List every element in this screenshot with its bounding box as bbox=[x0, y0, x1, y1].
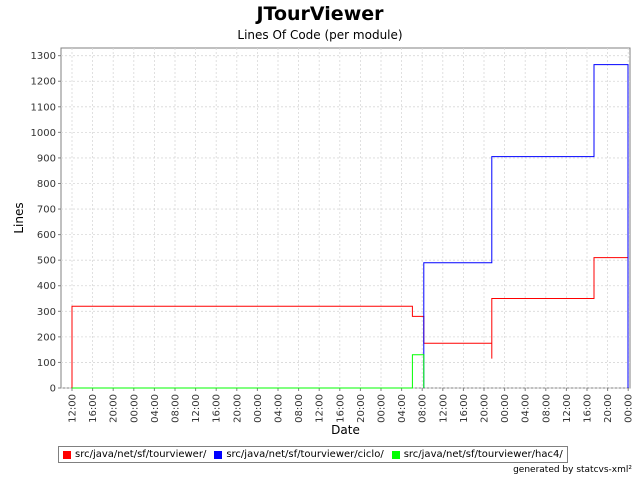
x-tick-label: 04:00 bbox=[397, 394, 408, 423]
y-tick-label: 200 bbox=[37, 332, 56, 343]
legend-label: src/java/net/sf/tourviewer/ bbox=[75, 449, 207, 460]
legend-swatch bbox=[391, 450, 400, 459]
y-tick-label: 100 bbox=[37, 358, 56, 369]
y-tick-label: 700 bbox=[37, 205, 56, 216]
x-tick-label: 12:00 bbox=[191, 394, 202, 423]
series-line-3 bbox=[72, 354, 425, 389]
x-tick-label: 00:00 bbox=[500, 394, 511, 423]
x-tick-label: 12:00 bbox=[315, 394, 326, 423]
x-tick-label: 12:00 bbox=[438, 394, 449, 423]
y-tick-label: 0 bbox=[50, 384, 56, 395]
y-tick-label: 600 bbox=[37, 230, 56, 241]
legend-label: src/java/net/sf/tourviewer/ciclo/ bbox=[226, 449, 384, 460]
x-tick-label: 16:00 bbox=[583, 394, 594, 423]
legend: src/java/net/sf/tourviewer/ src/java/net… bbox=[58, 446, 568, 463]
x-tick-label: 04:00 bbox=[274, 394, 285, 423]
legend-item-tourviewer: src/java/net/sf/tourviewer/ bbox=[63, 449, 206, 460]
legend-swatch bbox=[214, 450, 223, 459]
x-tick-label: 08:00 bbox=[171, 394, 182, 423]
footer-credit: generated by statcvs-xml² bbox=[513, 465, 632, 475]
series-line-1 bbox=[71, 257, 629, 388]
y-axis-label: Lines bbox=[12, 202, 26, 233]
x-tick-label: 00:00 bbox=[624, 394, 635, 423]
x-tick-label: 08:00 bbox=[541, 394, 552, 423]
chart-subtitle: Lines Of Code (per module) bbox=[237, 28, 403, 42]
legend-label: src/java/net/sf/tourviewer/hac4/ bbox=[403, 449, 563, 460]
x-tick-label: 20:00 bbox=[109, 394, 120, 423]
x-tick-label: 20:00 bbox=[356, 394, 367, 423]
y-tick-label: 1200 bbox=[31, 77, 56, 88]
x-axis-label: Date bbox=[331, 423, 360, 437]
legend-item-hac4: src/java/net/sf/tourviewer/hac4/ bbox=[391, 449, 563, 460]
y-tick-label: 900 bbox=[37, 153, 56, 164]
x-tick-label: 16:00 bbox=[88, 394, 99, 423]
x-tick-label: 08:00 bbox=[294, 394, 305, 423]
x-tick-label: 16:00 bbox=[335, 394, 346, 423]
x-tick-label: 12:00 bbox=[68, 394, 79, 423]
x-tick-label: 00:00 bbox=[253, 394, 264, 423]
y-tick-label: 1000 bbox=[31, 128, 56, 139]
y-tick-label: 800 bbox=[37, 179, 56, 190]
x-tick-label: 20:00 bbox=[480, 394, 491, 423]
x-tick-label: 04:00 bbox=[150, 394, 161, 423]
series-line-2 bbox=[423, 64, 629, 388]
x-tick-label: 00:00 bbox=[377, 394, 388, 423]
x-tick-label: 16:00 bbox=[459, 394, 470, 423]
legend-item-ciclo: src/java/net/sf/tourviewer/ciclo/ bbox=[214, 449, 384, 460]
y-tick-label: 500 bbox=[37, 256, 56, 267]
legend-swatch bbox=[63, 450, 71, 459]
y-tick-label: 300 bbox=[37, 307, 56, 318]
x-tick-label: 12:00 bbox=[562, 394, 573, 423]
x-tick-label: 04:00 bbox=[521, 394, 532, 423]
y-tick-label: 1100 bbox=[31, 102, 56, 113]
y-tick-label: 400 bbox=[37, 281, 56, 292]
x-tick-label: 00:00 bbox=[129, 394, 140, 423]
x-tick-label: 20:00 bbox=[232, 394, 243, 423]
y-tick-label: 1300 bbox=[31, 51, 56, 62]
x-tick-label: 20:00 bbox=[603, 394, 614, 423]
chart-plot: 0 100 200 300 400 500 600 700 800 900 1000 1100 1200… bbox=[12, 47, 635, 437]
plot-area bbox=[60, 47, 631, 389]
chart-title: JTourViewer bbox=[256, 3, 384, 25]
x-tick-label: 16:00 bbox=[212, 394, 223, 423]
x-tick-label: 08:00 bbox=[418, 394, 429, 423]
